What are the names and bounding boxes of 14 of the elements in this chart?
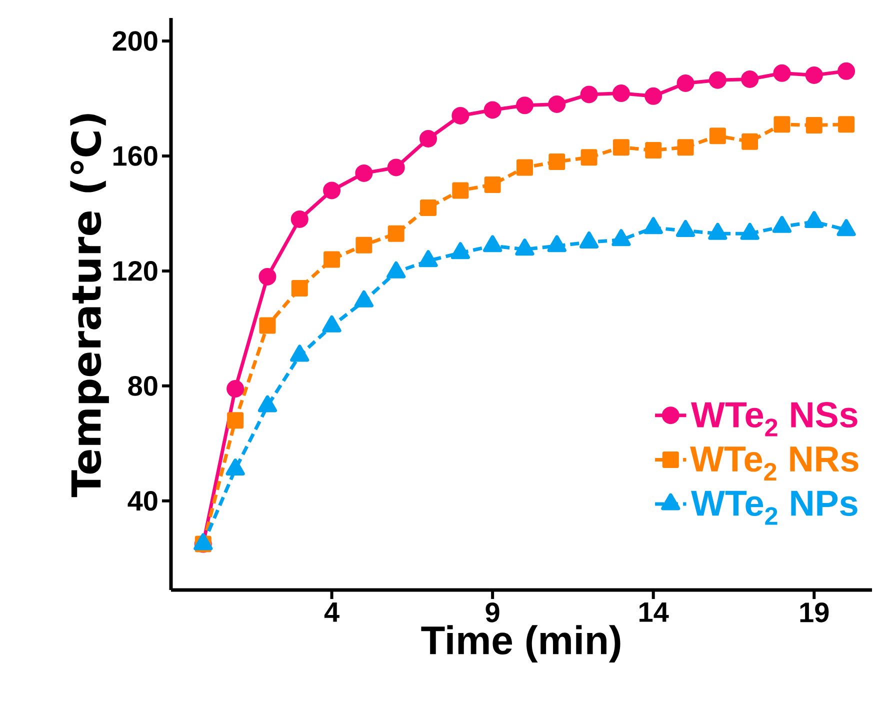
legend-label: WTe$_{2}$ NPs xyxy=(690,490,858,525)
legend-label: WTe$_{2}$ NRs xyxy=(690,446,858,480)
legend-label: WTe$_{2}$ NSs xyxy=(690,402,858,436)
y-axis-title: Temperature (℃) xyxy=(70,114,109,498)
x-axis-title: Time (min) xyxy=(421,625,620,662)
x-tick-label: 19 xyxy=(800,602,829,622)
y-tick-label: 40 xyxy=(128,490,158,511)
x-tick-label: 4 xyxy=(324,602,340,622)
x-tick-label: 9 xyxy=(486,602,500,622)
x-tick-label: 14 xyxy=(640,602,669,622)
y-tick-label: 200 xyxy=(112,31,158,51)
y-tick-label: 120 xyxy=(114,261,158,281)
y-tick-label: 160 xyxy=(114,146,158,166)
y-tick-label: 80 xyxy=(128,376,158,396)
